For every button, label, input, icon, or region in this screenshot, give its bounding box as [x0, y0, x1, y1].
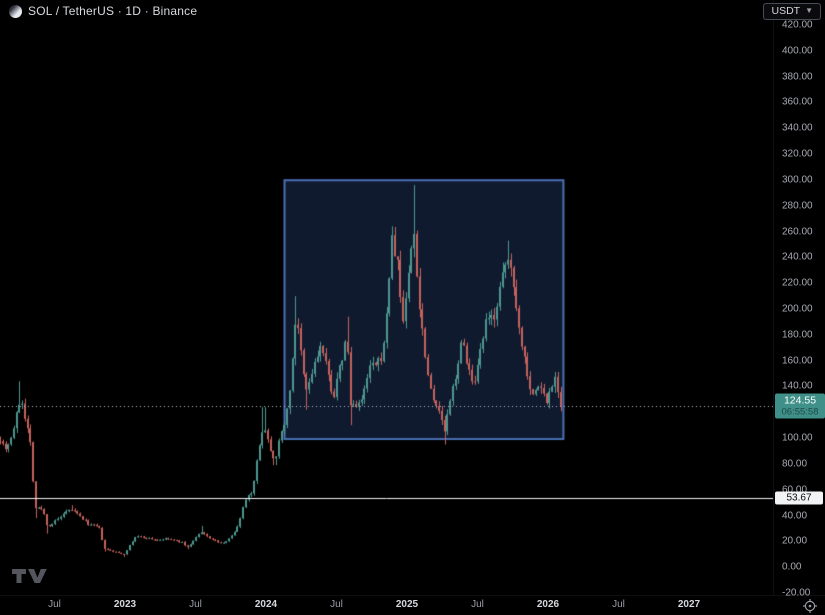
price-tick-label: -20.00: [782, 587, 811, 599]
time-tick-year-label: 2023: [113, 599, 137, 610]
price-tick-label: 200.00: [782, 303, 813, 315]
price-tick-label: 60.00: [782, 484, 808, 496]
current-price-badge: 124.55 06:55:58: [775, 393, 825, 419]
price-tick-label: 420.00: [782, 19, 813, 31]
price-tick-label: 360.00: [782, 96, 813, 108]
price-tick-label: 20.00: [782, 535, 808, 547]
price-tick-label: 220.00: [782, 277, 813, 289]
time-tick-month-label: Jul: [612, 599, 625, 610]
price-tick-label: 400.00: [782, 45, 813, 57]
price-tick-label: 180.00: [782, 329, 813, 341]
solana-logo-icon: [9, 4, 22, 18]
price-tick-label: 140.00: [782, 380, 813, 392]
currency-unit-label: USDT: [771, 5, 801, 17]
time-tick-month-label: Jul: [189, 599, 202, 610]
horizontal-line-price-label: 53.67: [775, 491, 823, 505]
symbol-legend[interactable]: SOL / TetherUS · 1D · Binance: [9, 4, 197, 18]
currency-unit-button[interactable]: USDT ▼: [763, 3, 821, 20]
time-tick-year-label: 2025: [395, 599, 419, 610]
chart-pane[interactable]: SOL / TetherUS · 1D · Binance: [0, 0, 773, 595]
time-tick-year-label: 2027: [677, 599, 701, 610]
tradingview-logo[interactable]: [11, 566, 49, 586]
price-tick-label: 260.00: [782, 226, 813, 238]
time-tick-year-label: 2026: [536, 599, 560, 610]
price-tick-label: 160.00: [782, 355, 813, 367]
price-tick-label: 380.00: [782, 71, 813, 83]
price-tick-label: 0.00: [782, 561, 802, 573]
price-tick-label: 80.00: [782, 458, 808, 470]
price-axis[interactable]: 124.55 06:55:58 53.67 420.00 400.00 380.00…: [773, 0, 825, 599]
price-tick-label: 280.00: [782, 200, 813, 212]
time-tick-month-label: Jul: [330, 599, 343, 610]
scales-target-icon[interactable]: [802, 598, 818, 614]
symbol-title[interactable]: SOL / TetherUS · 1D · Binance: [28, 4, 198, 18]
price-tick-label: 100.00: [782, 432, 813, 444]
price-chart-canvas[interactable]: [0, 0, 773, 595]
price-tick-label: 320.00: [782, 148, 813, 160]
time-axis[interactable]: Jul 2023 Jul 2024 Jul 2025 Jul 2026 Jul 2027: [0, 595, 825, 615]
time-tick-year-label: 2024: [254, 599, 278, 610]
price-tick-label: 240.00: [782, 251, 813, 263]
price-tick-label: 340.00: [782, 122, 813, 134]
price-tick-label: 40.00: [782, 510, 808, 522]
time-tick-month-label: Jul: [48, 599, 61, 610]
chevron-down-icon: ▼: [805, 6, 813, 15]
current-price-value: 124.55: [783, 394, 817, 407]
bar-countdown-timer: 06:55:58: [781, 406, 819, 418]
price-tick-label: 300.00: [782, 174, 813, 186]
time-tick-month-label: Jul: [471, 599, 484, 610]
